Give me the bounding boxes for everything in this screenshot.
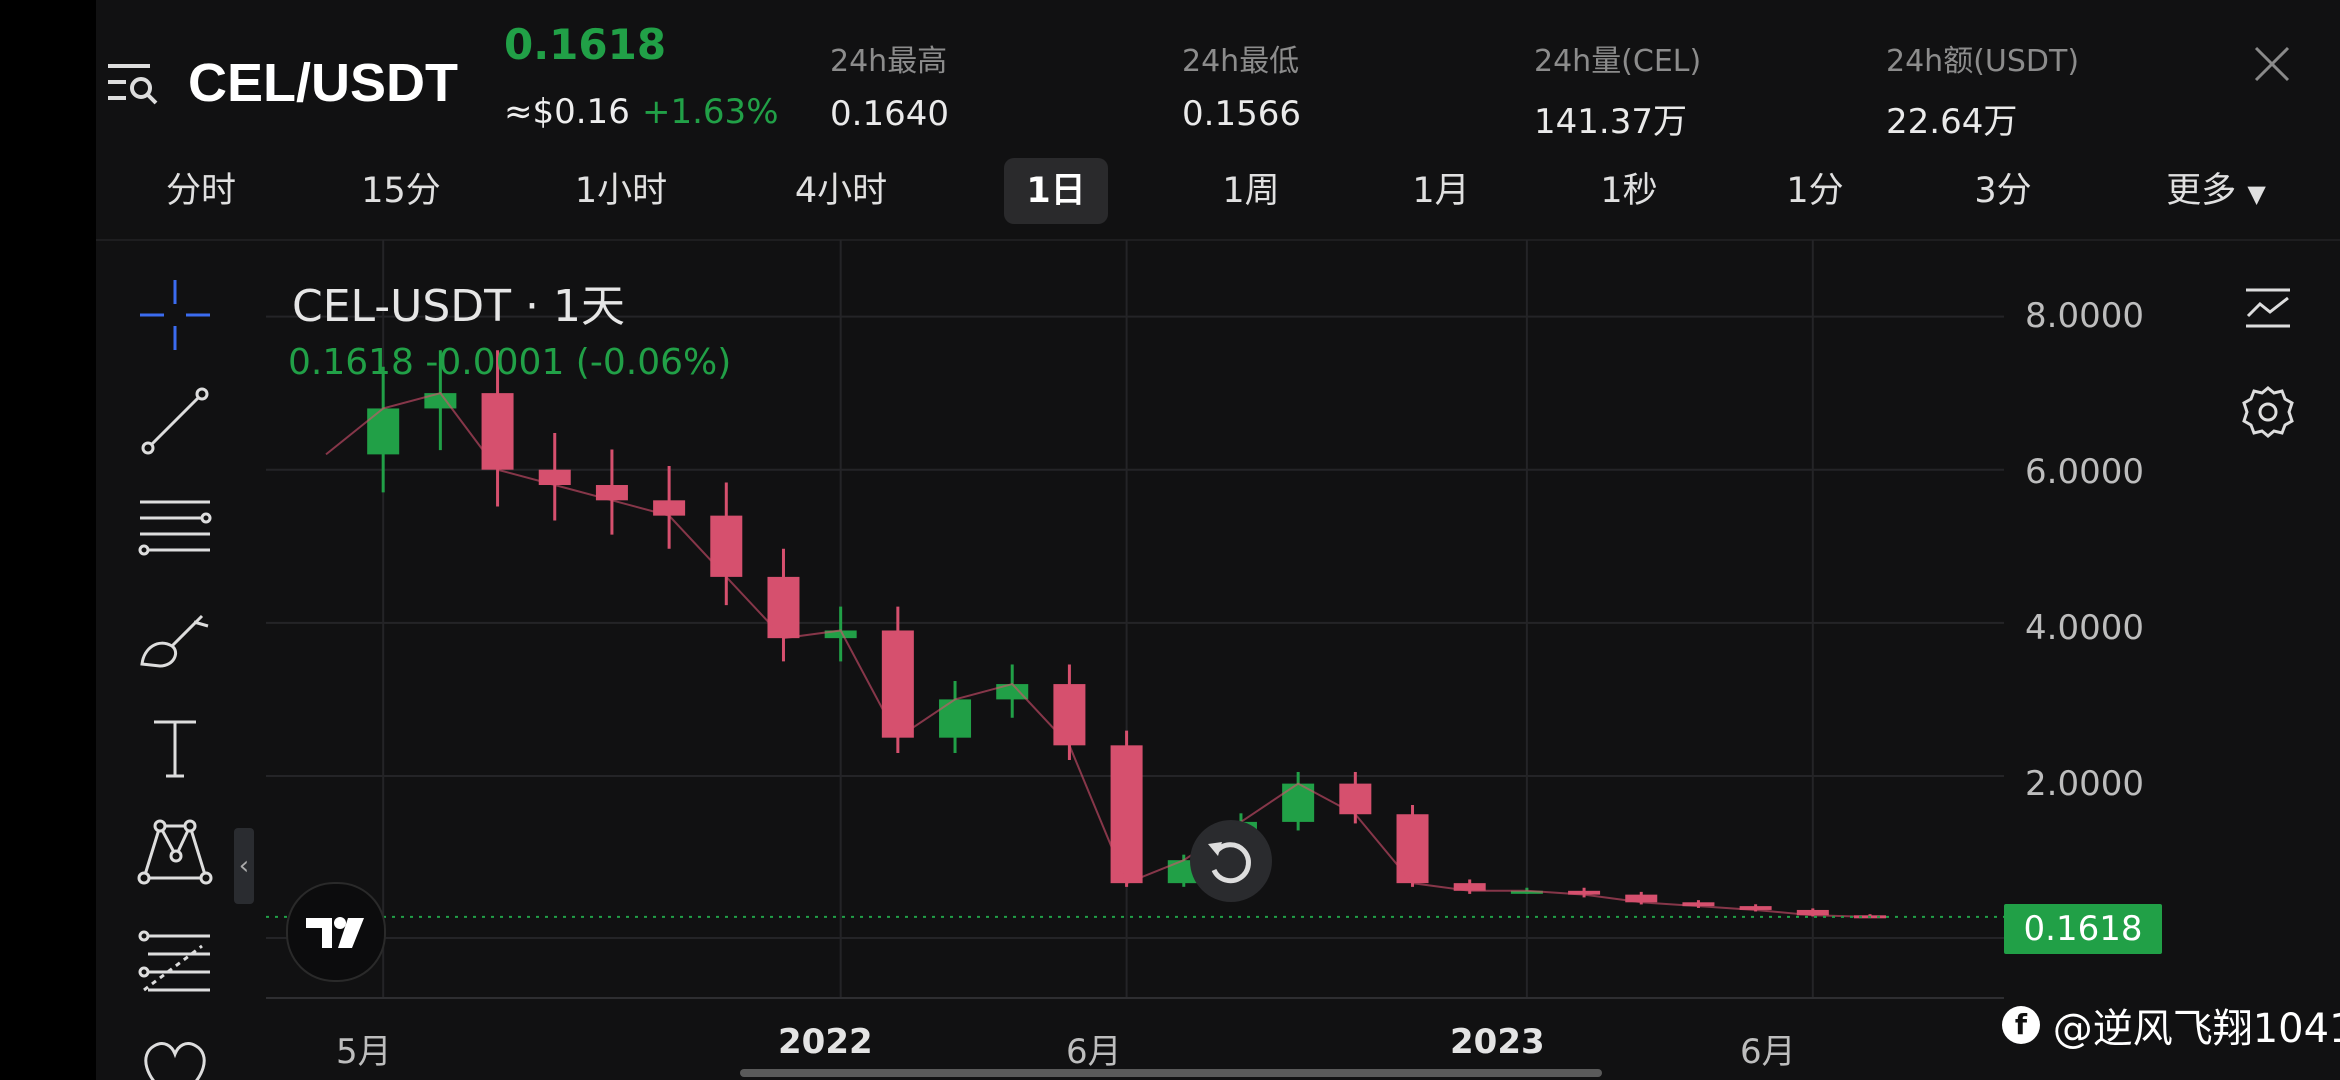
candle-body [710, 515, 743, 577]
chart-last-line: 0.1618 -0.0001 (-0.06%) [288, 342, 732, 383]
stat-volume-value: 141.37万 [1534, 102, 1687, 142]
watermark-text: @逆风飞翔1041 [2052, 1006, 2340, 1052]
price-line [325, 391, 1871, 918]
tab-1d[interactable]: 1日 [1004, 158, 1108, 224]
stat-turnover-label: 24h额(USDT) [1886, 44, 2080, 79]
stat-volume-label: 24h量(CEL) [1534, 44, 1702, 79]
last-price: 0.1618 [504, 20, 667, 69]
candle-body [481, 393, 514, 470]
stat-low-value: 0.1566 [1182, 94, 1301, 134]
candle-body [1625, 894, 1658, 903]
settings-icon[interactable] [2240, 384, 2296, 440]
candle-body [1568, 890, 1601, 895]
weibo-logo-icon: f [2002, 1006, 2040, 1044]
current-price-tag: 0.1618 [2004, 904, 2162, 954]
x-tick-jun-2022: 6月 [1066, 1032, 1122, 1072]
candle-body [1682, 902, 1715, 907]
stat-high-label: 24h最高 [830, 44, 948, 79]
tab-more[interactable]: 更多 ▼ [2146, 158, 2286, 224]
menu-icon[interactable] [106, 60, 160, 110]
trendline-icon[interactable] [130, 376, 220, 466]
reset-chart-icon[interactable] [1190, 820, 1272, 902]
collapse-toolbar-handle[interactable]: ‹ [234, 828, 254, 904]
tab-1min[interactable]: 1分 [1786, 171, 1844, 211]
brush-icon[interactable] [130, 596, 220, 686]
candle-body [1396, 814, 1429, 884]
indicator-icon[interactable] [2240, 280, 2296, 336]
tab-1mo[interactable]: 1月 [1412, 171, 1470, 211]
y-tick-2: 2.0000 [2025, 764, 2144, 804]
interval-tabs: 分时 15分 1小时 4小时 1日 1周 1月 1秒 1分 3分 更多 ▼ [96, 150, 2340, 236]
y-tick-8: 8.0000 [2025, 296, 2144, 336]
x-tick-2023: 2023 [1450, 1022, 1545, 1062]
chart-symbol-label: CEL-USDT · 1天 [292, 281, 625, 332]
fib-icon[interactable] [130, 918, 220, 1008]
stat-high-value: 0.1640 [830, 94, 949, 134]
stat-turnover: 24h额(USDT) 22.64万 [1886, 36, 2079, 143]
header-divider [96, 239, 2340, 241]
tab-more-label: 更多 [2166, 171, 2237, 211]
y-tick-6: 6.0000 [2025, 452, 2144, 492]
tab-3min[interactable]: 3分 [1974, 171, 2032, 211]
candle-body [1053, 684, 1086, 746]
candle-body [881, 630, 914, 738]
candle-body [538, 469, 571, 486]
caret-down-icon: ▼ [2247, 180, 2266, 208]
tab-1w[interactable]: 1周 [1222, 171, 1280, 211]
close-icon[interactable] [2252, 44, 2292, 84]
x-tick-may: 5月 [336, 1032, 392, 1072]
candle-body [1739, 906, 1772, 910]
candle-body [1453, 883, 1486, 891]
stat-low-label: 24h最低 [1182, 44, 1300, 79]
tab-1h[interactable]: 1小时 [574, 171, 668, 211]
tab-1s[interactable]: 1秒 [1600, 171, 1658, 211]
candle-body [1110, 745, 1143, 884]
stat-volume: 24h量(CEL) 141.37万 [1534, 36, 1701, 143]
pattern-icon[interactable] [130, 808, 220, 898]
candle-body [996, 684, 1029, 700]
heart-icon[interactable] [130, 1024, 220, 1080]
pair-title[interactable]: CEL/USDT [188, 53, 458, 113]
watermark: f @逆风飞翔1041 [2002, 996, 2340, 1054]
text-icon[interactable] [130, 704, 220, 794]
candle-body [1796, 909, 1829, 916]
change-percent: +1.63% [642, 92, 779, 132]
candle-body [1339, 783, 1372, 815]
candle-body [595, 485, 628, 501]
crosshair-icon[interactable] [130, 270, 220, 360]
candle-body [1510, 890, 1543, 894]
x-tick-2022: 2022 [778, 1022, 873, 1062]
stat-low: 24h最低 0.1566 [1182, 36, 1301, 134]
tab-15m[interactable]: 15分 [361, 171, 441, 211]
candle-body [824, 630, 857, 639]
y-tick-4: 4.0000 [2025, 608, 2144, 648]
candle-body [767, 576, 800, 639]
tab-timeline[interactable]: 分时 [165, 171, 236, 211]
candle-body [939, 699, 972, 738]
tab-4h[interactable]: 4小时 [794, 171, 888, 211]
candle-body [653, 500, 686, 516]
x-tick-jun-2023: 6月 [1740, 1032, 1796, 1072]
stat-turnover-value: 22.64万 [1886, 102, 2018, 142]
scroll-indicator[interactable] [740, 1069, 1602, 1077]
horizontal-lines-icon[interactable] [130, 486, 220, 576]
candle-body [367, 408, 400, 455]
stat-high: 24h最高 0.1640 [830, 36, 949, 134]
usd-price: ≈$0.16 [504, 92, 630, 132]
tradingview-logo [286, 882, 386, 982]
